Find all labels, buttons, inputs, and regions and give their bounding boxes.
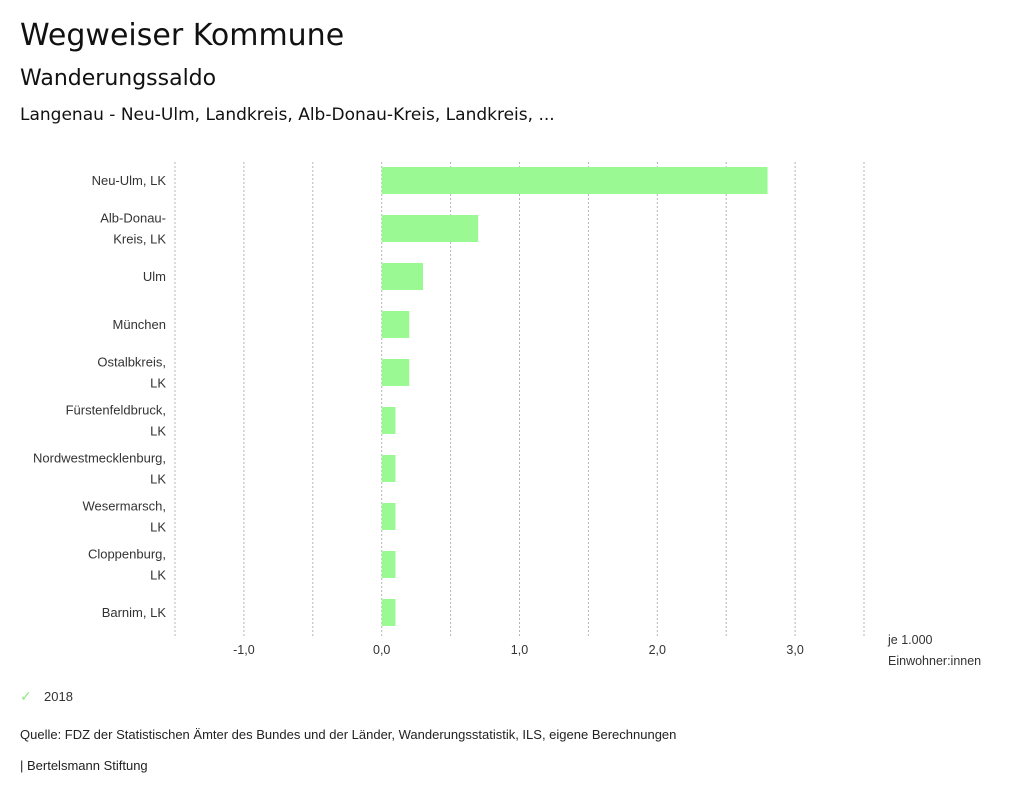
bar-chart: Neu-Ulm, LK Alb-Donau- Kreis, LK Ulm München… bbox=[33, 162, 865, 657]
category-label: München bbox=[113, 317, 166, 332]
tick-label: 3,0 bbox=[786, 643, 803, 657]
legend-item-2018[interactable]: ✓ 2018 bbox=[20, 688, 73, 705]
gridlines bbox=[174, 162, 865, 636]
category-labels: Neu-Ulm, LK Alb-Donau- Kreis, LK Ulm München… bbox=[33, 173, 166, 620]
region-selection: Langenau - Neu-Ulm, Landkreis, Alb-Donau… bbox=[20, 105, 555, 125]
category-label: LK bbox=[150, 472, 166, 487]
legend-label: 2018 bbox=[44, 689, 73, 704]
category-label: Wesermarsch, bbox=[82, 499, 166, 514]
bar[interactable] bbox=[381, 215, 479, 242]
bar[interactable] bbox=[381, 551, 396, 578]
credit-note: | Bertelsmann Stiftung bbox=[20, 758, 148, 773]
bar[interactable] bbox=[381, 599, 396, 626]
bar[interactable] bbox=[381, 167, 768, 194]
category-label: Alb-Donau- bbox=[100, 211, 166, 226]
source-note: Quelle: FDZ der Statistischen Ämter des … bbox=[20, 727, 677, 742]
x-axis-unit-line-2: Einwohner:innen bbox=[888, 654, 982, 668]
bar[interactable] bbox=[381, 263, 424, 290]
category-label: Fürstenfeldbruck, bbox=[66, 403, 166, 418]
tick-labels: -1,0 0,0 1,0 2,0 3,0 bbox=[233, 643, 804, 657]
chart-subtitle: Wanderungssaldo bbox=[20, 66, 217, 91]
category-label: LK bbox=[150, 376, 166, 391]
category-label: Cloppenburg, bbox=[88, 547, 166, 562]
category-label: Nordwestmecklenburg, bbox=[33, 451, 166, 466]
bar[interactable] bbox=[381, 311, 410, 338]
bar[interactable] bbox=[381, 407, 396, 434]
category-label: LK bbox=[150, 520, 166, 535]
bar[interactable] bbox=[381, 359, 410, 386]
bars bbox=[381, 167, 768, 626]
tick-label: -1,0 bbox=[233, 643, 255, 657]
x-axis-unit-line-1: je 1.000 bbox=[888, 633, 933, 647]
tick-label: 0,0 bbox=[373, 643, 390, 657]
category-label: Ulm bbox=[143, 269, 166, 284]
tick-label: 2,0 bbox=[649, 643, 666, 657]
bar[interactable] bbox=[381, 503, 396, 530]
bar[interactable] bbox=[381, 455, 396, 482]
category-label: Kreis, LK bbox=[113, 232, 166, 247]
category-label: Ostalbkreis, bbox=[97, 355, 166, 370]
category-label: Neu-Ulm, LK bbox=[92, 173, 167, 188]
check-icon: ✓ bbox=[20, 688, 32, 704]
page-title: Wegweiser Kommune bbox=[20, 18, 345, 53]
category-label: LK bbox=[150, 424, 166, 439]
x-axis-unit: je 1.000 Einwohner:innen bbox=[888, 630, 981, 672]
category-label: Barnim, LK bbox=[102, 605, 167, 620]
tick-label: 1,0 bbox=[511, 643, 528, 657]
category-label: LK bbox=[150, 568, 166, 583]
